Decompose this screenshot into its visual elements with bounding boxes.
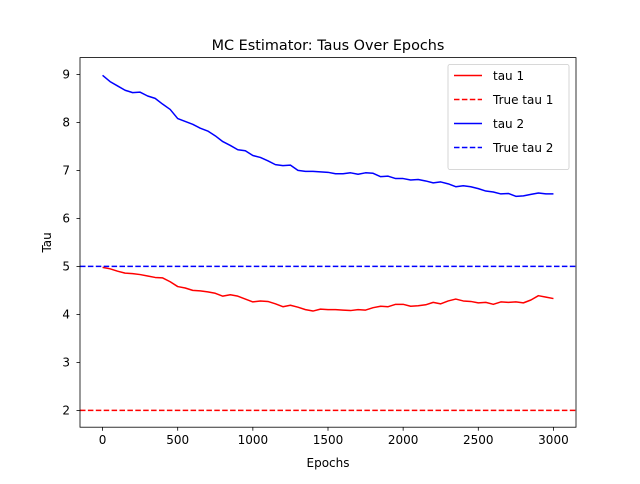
x-axis: 0 500 1000 1500 2000 2500 3000: [99, 427, 569, 447]
y-tick-label: 5: [62, 260, 70, 274]
y-tick-label: 3: [62, 356, 70, 370]
y-tick-label: 2: [62, 404, 70, 418]
y-tick-label: 6: [62, 212, 70, 226]
legend-label: tau 1: [493, 69, 524, 83]
legend-label: True tau 1: [492, 93, 553, 107]
y-tick-label: 7: [62, 164, 70, 178]
series-line-3: [102, 74, 554, 198]
series-line-1: [102, 266, 554, 312]
y-axis-label: Tau: [40, 232, 54, 253]
x-tick-label: 500: [166, 433, 189, 447]
series-layer: [80, 74, 576, 412]
x-tick-label: 1000: [238, 433, 269, 447]
legend-label: tau 2: [493, 117, 524, 131]
y-tick-label: 8: [62, 116, 70, 130]
x-tick-label: 2500: [463, 433, 494, 447]
legend-box: [447, 64, 570, 170]
x-axis-label: Epochs: [307, 456, 350, 470]
legend: tau 1 True tau 1 tau 2 True tau 2: [447, 64, 570, 170]
x-tick-label: 3000: [538, 433, 569, 447]
x-tick-label: 2000: [388, 433, 419, 447]
chart-title: MC Estimator: Taus Over Epochs: [212, 38, 445, 54]
y-tick-label: 9: [62, 68, 70, 82]
y-tick-label: 4: [62, 308, 70, 322]
x-tick-label: 1500: [313, 433, 344, 447]
x-tick-label: 0: [99, 433, 107, 447]
y-axis: 2 3 4 5 6 7 8 9: [62, 68, 80, 418]
legend-label: True tau 2: [492, 141, 553, 155]
